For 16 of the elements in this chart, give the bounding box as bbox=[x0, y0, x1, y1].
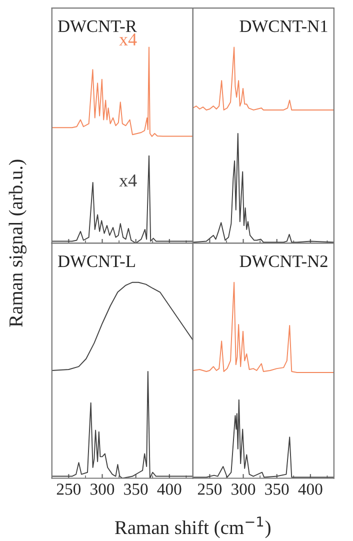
text: x4 bbox=[119, 33, 137, 46]
x-tick-label: 250 bbox=[56, 484, 81, 495]
chart-title: DWCNT-N2 bbox=[240, 255, 328, 268]
x-axis-title: Raman shift (cm$^{−1}$) bbox=[115, 516, 270, 538]
x-tick-label: 350 bbox=[124, 484, 148, 495]
chart-title: DWCNT-L bbox=[58, 255, 135, 268]
y-axis-title: Raman signal (arb.u.) bbox=[8, 160, 26, 327]
chart-title: DWCNT-N1 bbox=[240, 20, 328, 32]
x-tick-label: 250 bbox=[198, 484, 222, 495]
x-tick-label: 400 bbox=[157, 484, 182, 495]
x-tick-label: 300 bbox=[232, 484, 256, 495]
annotation: x4 bbox=[119, 174, 137, 186]
x-tick-label: 400 bbox=[298, 484, 322, 495]
x-tick-label: 350 bbox=[265, 484, 289, 495]
chart-title: DWCNT-R bbox=[58, 20, 137, 32]
x-tick-label: 300 bbox=[90, 484, 114, 495]
